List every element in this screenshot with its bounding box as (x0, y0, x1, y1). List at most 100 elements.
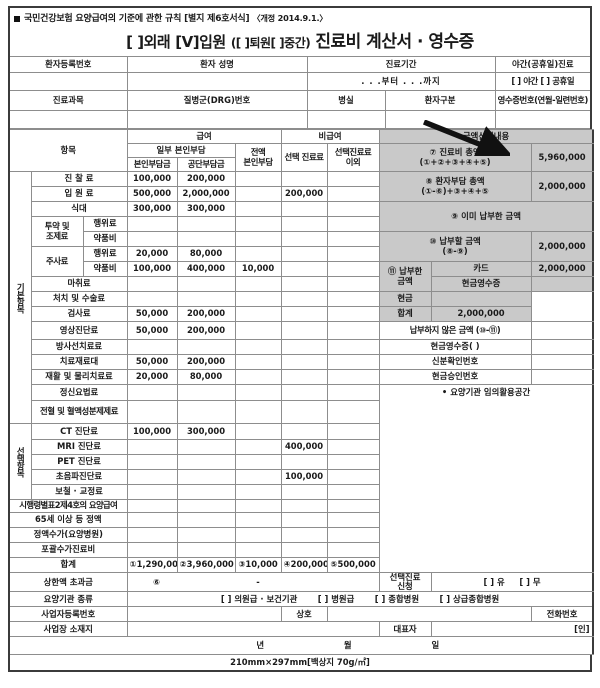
row-label: 약품비 (82, 231, 128, 247)
row-selective: 400,000 (280, 439, 328, 455)
patient-reg-no-field[interactable] (8, 72, 128, 91)
total-selective: ④200,000 (280, 557, 328, 573)
row-nonselective (326, 454, 380, 470)
row-nonselective (326, 542, 380, 558)
selective-no-checkbox[interactable]: [ ] 무 (519, 576, 541, 587)
dept-header-row: 진료과목 질병군(DRG)번호 병실 환자구분 영수증번호(연월-일련번호) (8, 90, 592, 111)
row-label: PET 진단료 (30, 454, 128, 470)
row-self (126, 291, 178, 307)
row-insurer: 200,000 (176, 171, 236, 187)
row-selective (280, 369, 328, 385)
row-insurer: 400,000 (176, 261, 236, 277)
law-reference-text: 국민건강보험 요양급여의 기준에 관한 규칙 [별지 제6호서식] (24, 14, 250, 24)
table-row: 약품비 100,000 400,000 10,000 ⑪ 납부한 금액 카드 2… (9, 261, 594, 292)
row-label: MRI 진단료 (30, 439, 128, 455)
row-self (126, 400, 178, 424)
business-no-field[interactable] (126, 606, 282, 623)
free-space-label: • 요양기관 임의활용공간 (378, 384, 594, 573)
paper-size-note: 210mm×297mm[백상지 70g/㎡] (230, 657, 370, 668)
address-field[interactable] (126, 621, 380, 638)
row-label: 전혈 및 혈액성분제제료 (30, 400, 128, 424)
row-self (126, 512, 178, 528)
title-inpatient-checkbox[interactable]: [V]입원 (175, 33, 226, 51)
row-full (234, 439, 282, 455)
bullet-square-icon (14, 15, 20, 22)
row-full (234, 276, 282, 292)
paid-total-label: 합계 (378, 306, 432, 322)
inst-type-tertiary-checkbox[interactable]: [ ] 상급종합병원 (439, 593, 500, 604)
row-nonselective (326, 400, 380, 424)
selective-request-options[interactable]: [ ] 유 [ ] 무 (430, 571, 594, 593)
patient-name-field[interactable] (126, 72, 308, 91)
group-optional-label: 선택항목 (8, 423, 32, 500)
institution-type-row: 요양기관 종류 [ ] 의원급 · 보건기관 [ ] 병원급 [ ] 종합병원 … (8, 591, 594, 608)
total-nonselective: ⑤500,000 (326, 557, 380, 573)
row-selective (280, 246, 328, 262)
room-label: 병실 (306, 90, 386, 111)
row-selective (280, 423, 328, 440)
drg-field[interactable] (126, 110, 308, 129)
row-insurer: 80,000 (176, 246, 236, 262)
row-selective (280, 354, 328, 370)
date-field[interactable]: 년 월 일 (8, 636, 594, 656)
to-pay-formula: (⑧-⑨) (442, 245, 468, 256)
trade-name-field[interactable] (326, 606, 532, 623)
law-reference-line: 국민건강보험 요양급여의 기준에 관한 규칙 [별지 제6호서식] 〈개정 20… (10, 8, 590, 26)
cash-approval-value[interactable] (530, 369, 594, 385)
document-frame: 국민건강보험 요양급여의 기준에 관한 규칙 [별지 제6호서식] 〈개정 20… (8, 6, 592, 56)
treatment-period-field[interactable]: . . .부터 . . .까지 (306, 72, 496, 91)
row-group-label: 주사료 (30, 246, 84, 277)
paid-method-card-value: 2,000,000 (530, 261, 594, 277)
cash-approval-label: 현금승인번호 (378, 369, 532, 385)
row-label: 초음파진단료 (30, 469, 128, 485)
total-fee-label: ⑦ 진료비 총액 (429, 147, 481, 158)
inst-type-hospital-checkbox[interactable]: [ ] 병원급 (317, 593, 355, 604)
patient-total-formula: (①-⑥)+③+④+⑤ (421, 185, 489, 196)
row-selective (280, 384, 328, 401)
inst-type-general-checkbox[interactable]: [ ] 종합병원 (374, 593, 420, 604)
row-insurer: 200,000 (176, 354, 236, 370)
paid-method-cash-label: 현금 (378, 291, 432, 307)
patient-reg-no-label: 환자등록번호 (8, 56, 128, 73)
row-insurer: 2,000,000 (176, 186, 236, 202)
selective-yes-checkbox[interactable]: [ ] 유 (483, 576, 505, 587)
room-field[interactable] (306, 110, 386, 129)
title-subtype-checkboxes[interactable]: ([ ]퇴원[ ]중간) (230, 36, 311, 50)
cash-receipt-value[interactable] (530, 339, 594, 355)
row-nonselective (326, 171, 380, 187)
row-full (234, 384, 282, 401)
row-full: 10,000 (234, 261, 282, 277)
inst-type-clinic-checkbox[interactable]: [ ] 의원급 · 보건기관 (220, 593, 298, 604)
business-no-label: 사업자등록번호 (8, 606, 128, 623)
ceo-seal-field[interactable]: [인] (430, 621, 594, 638)
patient-class-label: 환자구분 (384, 90, 496, 111)
institution-type-options[interactable]: [ ] 의원급 · 보건기관 [ ] 병원급 [ ] 종합병원 [ ] 상급종합… (126, 591, 594, 608)
row-full (234, 246, 282, 262)
patient-total-label: ⑧ 환자부담 총액 (425, 176, 485, 187)
receipt-no-field[interactable] (494, 110, 592, 129)
table-row: 식대 300,000 300,000 ⑨ 이미 납부한 금액 (9, 201, 594, 232)
table-row: 65세 이상 등 정액 (8, 512, 593, 528)
row-nonselective (326, 512, 380, 528)
dept-field[interactable] (8, 110, 128, 129)
row-label: 65세 이상 등 정액 (8, 512, 128, 528)
row-nonselective (326, 261, 380, 277)
row-label: 정신요법료 (30, 384, 128, 401)
row-full (234, 339, 282, 355)
cash-receipt-label[interactable]: 현금영수증( ) (378, 339, 532, 355)
to-pay-label: ⑩ 납부할 금액 (429, 236, 481, 247)
row-self (126, 276, 178, 292)
paid-method-card-label: 카드 (430, 261, 532, 277)
title-outpatient-checkbox[interactable]: [ ]외래 (126, 33, 171, 51)
patient-class-field[interactable] (384, 110, 496, 129)
row-label: 시행령별표2제4호의 요양급여 (8, 499, 128, 513)
to-pay-value: 2,000,000 (530, 231, 594, 262)
row-self: 50,000 (126, 321, 178, 340)
night-holiday-checkboxes[interactable]: [ ] 야간 [ ] 공휴일 (494, 72, 592, 91)
id-confirm-value[interactable] (530, 354, 594, 370)
document-title: [ ]외래 [V]입원 ([ ]퇴원[ ]중간) 진료비 계산서 · 영수증 (10, 26, 590, 56)
table-row: 초음파진단료 100,000 (9, 469, 593, 485)
row-full (234, 469, 282, 485)
patient-header-row: 환자등록번호 환자 성명 진료기간 야간(공휴일)진료 (8, 56, 592, 73)
row-nonselective (326, 306, 380, 322)
